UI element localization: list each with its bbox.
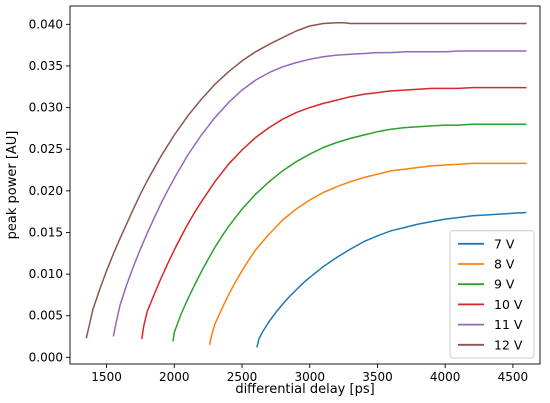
y-tick-label-1: 0.005 [29,309,63,323]
y-tick-label-6: 0.030 [29,101,63,115]
legend: 7 V 8 V 9 V 10 V 11 V 12 V [449,230,535,359]
series-line-10-v [141,86,527,340]
legend-label-0: 7 V [494,236,515,251]
legend-label-5: 12 V [494,337,523,352]
x-axis: 1500 2000 2500 3000 3500 4000 4500 [91,364,528,384]
x-tick-label-3: 3000 [294,370,325,384]
y-tick-label-5: 0.025 [29,142,63,156]
y-tick-label-0: 0.000 [29,350,63,364]
legend-label-3: 10 V [494,297,523,312]
series-line-9-v [172,123,527,342]
series-line-12-v [85,21,527,339]
x-tick-label-0: 1500 [91,370,122,384]
series-line-11-v [112,50,527,337]
series-layer [85,21,527,348]
axes-frame [69,5,541,365]
legend-label-2: 9 V [494,277,515,292]
x-tick-label-4: 3500 [362,370,393,384]
legend-box [449,230,535,359]
x-tick-label-2: 2500 [227,370,258,384]
y-tick-label-8: 0.040 [29,17,63,31]
legend-label-4: 11 V [494,317,523,332]
y-tick-label-3: 0.015 [29,225,63,239]
y-tick-label-2: 0.010 [29,267,63,281]
series-line-8-v [208,162,527,346]
x-tick-label-5: 4000 [430,370,461,384]
x-tick-label-1: 2000 [159,370,190,384]
x-tick-label-6: 4500 [498,370,529,384]
x-axis-label: differential delay [ps] [235,382,374,397]
y-tick-label-7: 0.035 [29,59,63,73]
y-axis-label: peak power [AU] [5,131,20,240]
y-tick-label-4: 0.020 [29,184,63,198]
series-line-7-v [256,211,527,348]
legend-label-1: 8 V [494,257,515,272]
y-axis: 0.000 0.005 0.010 0.015 0.020 0.025 0.030 0.035… [29,17,70,364]
